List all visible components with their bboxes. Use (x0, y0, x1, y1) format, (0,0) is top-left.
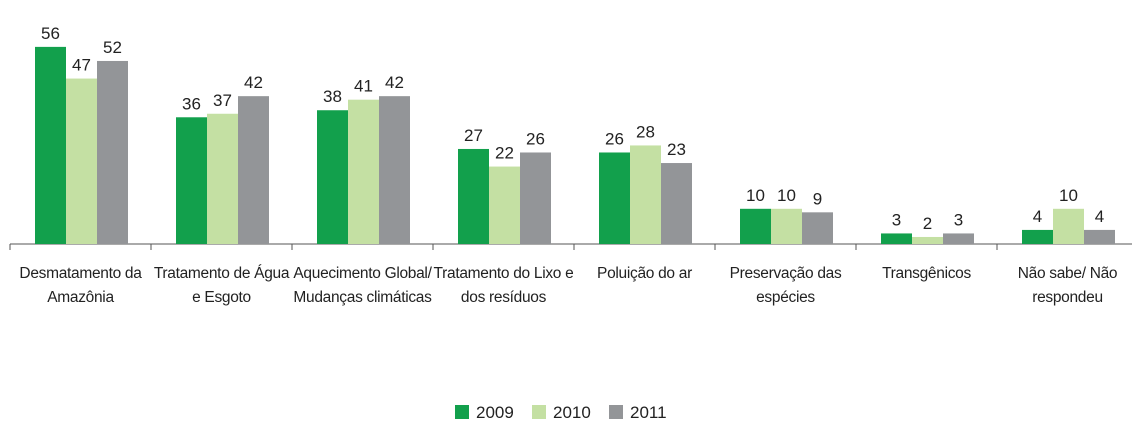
value-label: 2 (923, 214, 932, 233)
x-tick-label: Desmatamento da Amazônia (19, 265, 142, 306)
bar (317, 110, 348, 245)
bar (66, 78, 97, 244)
bar (1053, 208, 1084, 244)
value-label: 41 (354, 77, 373, 96)
value-label: 42 (385, 73, 404, 92)
bar (458, 148, 489, 244)
legend-label: 2010 (553, 403, 591, 422)
x-tick-label: Tratamento do Lixo e dos resíduos (433, 265, 574, 306)
bar (348, 99, 379, 245)
value-label: 27 (464, 126, 483, 145)
bar (912, 236, 943, 244)
bar (599, 152, 630, 244)
value-label: 23 (667, 140, 686, 159)
value-label: 4 (1033, 207, 1042, 226)
value-label: 3 (892, 210, 901, 229)
x-tick-label: Poluição do ar (597, 265, 692, 282)
bar (97, 60, 128, 245)
value-label: 4 (1095, 207, 1104, 226)
value-label: 47 (72, 56, 91, 75)
value-label: 26 (605, 129, 624, 148)
legend-swatch (455, 405, 469, 419)
bar (238, 96, 269, 244)
value-label: 26 (526, 129, 545, 148)
value-label: 3 (954, 210, 963, 229)
value-label: 52 (103, 38, 122, 57)
legend-swatch (532, 405, 546, 419)
bar (771, 208, 802, 244)
x-tick-label: Preservação das espécies (729, 265, 842, 306)
value-label: 38 (323, 87, 342, 106)
bar (35, 46, 66, 244)
bar (1084, 229, 1115, 244)
bar (661, 163, 692, 244)
bar (630, 145, 661, 244)
legend-swatch (609, 405, 623, 419)
value-label: 42 (244, 73, 263, 92)
bar (943, 233, 974, 244)
x-tick-label: Aquecimento Global/ Mudanças climáticas (293, 265, 432, 306)
value-label: 36 (182, 94, 201, 113)
value-label: 10 (746, 186, 765, 205)
value-label: 22 (495, 144, 514, 163)
value-label: 37 (213, 91, 232, 110)
value-label: 56 (41, 24, 60, 43)
value-label: 10 (777, 186, 796, 205)
bar (207, 113, 238, 244)
bar (881, 233, 912, 244)
legend-label: 2011 (630, 403, 667, 422)
bar (379, 96, 410, 244)
x-tick-label: Tratamento de Água e Esgoto (153, 265, 290, 306)
bar (520, 152, 551, 244)
value-label: 28 (636, 122, 655, 141)
x-tick-label: Não sabe/ Não respondeu (1017, 265, 1118, 306)
bar (1022, 229, 1053, 244)
value-label: 10 (1059, 186, 1078, 205)
bar (802, 212, 833, 244)
bar (740, 208, 771, 244)
x-tick-label: Transgênicos (882, 265, 971, 282)
bar (489, 166, 520, 244)
bar (176, 117, 207, 244)
value-label: 9 (813, 189, 822, 208)
legend-label: 2009 (476, 403, 514, 422)
